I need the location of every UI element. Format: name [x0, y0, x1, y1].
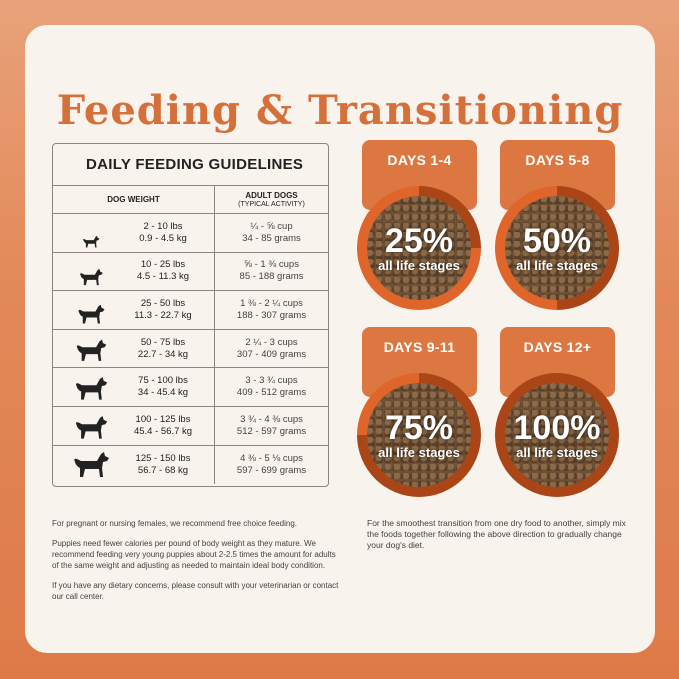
large-dog-icon	[71, 333, 111, 363]
food-bowl-icon: 25% all life stages	[357, 186, 481, 310]
medium-dog-icon	[71, 295, 111, 325]
kibble: 75% all life stages	[367, 383, 471, 487]
table-row: 25 - 50 lbs 11.3 - 22.7 kg 1 ⅜ - 2 ¼ cups…	[53, 291, 328, 330]
weight-lbs: 75 - 100 lbs	[138, 375, 188, 387]
giant-dog-icon	[71, 450, 111, 480]
transition-stage: DAYS 5-8 50% all life stages	[493, 140, 619, 320]
amount-grams: 512 - 597 grams	[236, 425, 307, 437]
table-row: 75 - 100 lbs 34 - 45.4 kg 3 - 3 ¾ cups 409…	[53, 368, 328, 407]
table-header: DOG WEIGHT ADULT DOGS (TYPICAL ACTIVITY)	[53, 186, 328, 214]
amount-cups: ⅝ - 1 ⅜ cups	[244, 259, 299, 271]
weight-kg: 56.7 - 68 kg	[137, 464, 189, 476]
percentage: 50%	[522, 221, 592, 260]
notes-left: For pregnant or nursing females, we reco…	[52, 518, 342, 611]
food-bowl-icon: 75% all life stages	[357, 373, 481, 497]
food-bowl-icon: 100% all life stages	[495, 373, 619, 497]
kibble: 100% all life stages	[505, 383, 609, 487]
header-adult-dogs-sub: (TYPICAL ACTIVITY)	[238, 200, 305, 208]
weight-lbs: 50 - 75 lbs	[140, 336, 186, 348]
table-title: DAILY FEEDING GUIDELINES	[53, 144, 328, 186]
stage-label: all life stages	[516, 257, 598, 273]
table-row: 100 - 125 lbs 45.4 - 56.7 kg 3 ¾ - 4 ⅜ cu…	[53, 406, 328, 446]
weight-lbs: 25 - 50 lbs	[140, 297, 186, 309]
amount-grams: 188 - 307 grams	[236, 309, 307, 321]
notes-right: For the smoothest transition from one dr…	[367, 518, 626, 550]
header-adult-dogs-label: ADULT DOGS	[245, 190, 298, 200]
table-row: 2 - 10 lbs 0.9 - 4.5 kg ¼ - ⅝ cup 34 - 85 …	[53, 214, 328, 253]
weight-lbs: 2 - 10 lbs	[143, 220, 183, 232]
amount-cups: ¼ - ⅝ cup	[250, 220, 293, 232]
amount-cups: 2 ¼ - 3 cups	[245, 336, 298, 348]
amount-grams: 307 - 409 grams	[236, 348, 307, 360]
transition-stage: DAYS 12+ 100% all life stages	[493, 327, 619, 507]
kibble: 50% all life stages	[505, 196, 609, 300]
percentage: 25%	[384, 221, 454, 260]
amount-grams: 34 - 85 grams	[242, 232, 301, 244]
amount-cups: 3 ¾ - 4 ⅜ cups	[240, 413, 303, 425]
weight-lbs: 100 - 125 lbs	[135, 413, 191, 425]
table-row: 10 - 25 lbs 4.5 - 11.3 kg ⅝ - 1 ⅜ cups 85 …	[53, 252, 328, 292]
page-title: Feeding & Transitioning	[56, 87, 624, 134]
small-dog-icon	[71, 256, 111, 286]
weight-lbs: 125 - 150 lbs	[135, 452, 191, 464]
labrador-icon	[71, 411, 111, 441]
kibble: 25% all life stages	[367, 196, 471, 300]
transition-stage: DAYS 9-11 75% all life stages	[355, 327, 481, 507]
weight-kg: 0.9 - 4.5 kg	[139, 232, 187, 244]
amount-cups: 1 ⅜ - 2 ¼ cups	[240, 297, 303, 309]
table-row: 50 - 75 lbs 22.7 - 34 kg 2 ¼ - 3 cups 307 …	[53, 329, 328, 369]
header-adult-dogs: ADULT DOGS (TYPICAL ACTIVITY)	[215, 186, 328, 213]
amount-grams: 85 - 188 grams	[239, 271, 304, 283]
weight-kg: 4.5 - 11.3 kg	[136, 271, 190, 283]
stage-label: all life stages	[378, 444, 460, 460]
food-bowl-icon: 50% all life stages	[495, 186, 619, 310]
percentage: 75%	[384, 408, 454, 447]
amount-grams: 597 - 699 grams	[236, 464, 307, 476]
header-dog-weight: DOG WEIGHT	[53, 186, 215, 213]
stage-label: all life stages	[378, 257, 460, 273]
transition-stage: DAYS 1-4 25% all life stages	[355, 140, 481, 320]
note-pregnant: For pregnant or nursing females, we reco…	[52, 519, 298, 528]
weight-kg: 22.7 - 34 kg	[137, 348, 189, 360]
great-dane-icon	[71, 372, 111, 402]
weight-lbs: 10 - 25 lbs	[140, 259, 186, 271]
weight-kg: 45.4 - 56.7 kg	[133, 425, 193, 437]
note-puppies: Puppies need fewer calories per pound of…	[52, 539, 336, 570]
weight-kg: 11.3 - 22.7 kg	[134, 309, 192, 321]
amount-grams: 409 - 512 grams	[236, 387, 307, 399]
feeding-guidelines-table: DAILY FEEDING GUIDELINES DOG WEIGHT ADUL…	[52, 143, 329, 487]
tiny-dog-icon	[71, 218, 111, 248]
stage-label: all life stages	[516, 444, 598, 460]
note-concerns: If you have any dietary concerns, please…	[52, 581, 339, 601]
table-row: 125 - 150 lbs 56.7 - 68 kg 4 ⅜ - 5 ⅛ cups…	[53, 445, 328, 485]
amount-cups: 4 ⅜ - 5 ⅛ cups	[240, 452, 303, 464]
percentage: 100%	[513, 408, 601, 447]
amount-cups: 3 - 3 ¾ cups	[245, 375, 298, 387]
weight-kg: 34 - 45.4 kg	[137, 387, 189, 399]
